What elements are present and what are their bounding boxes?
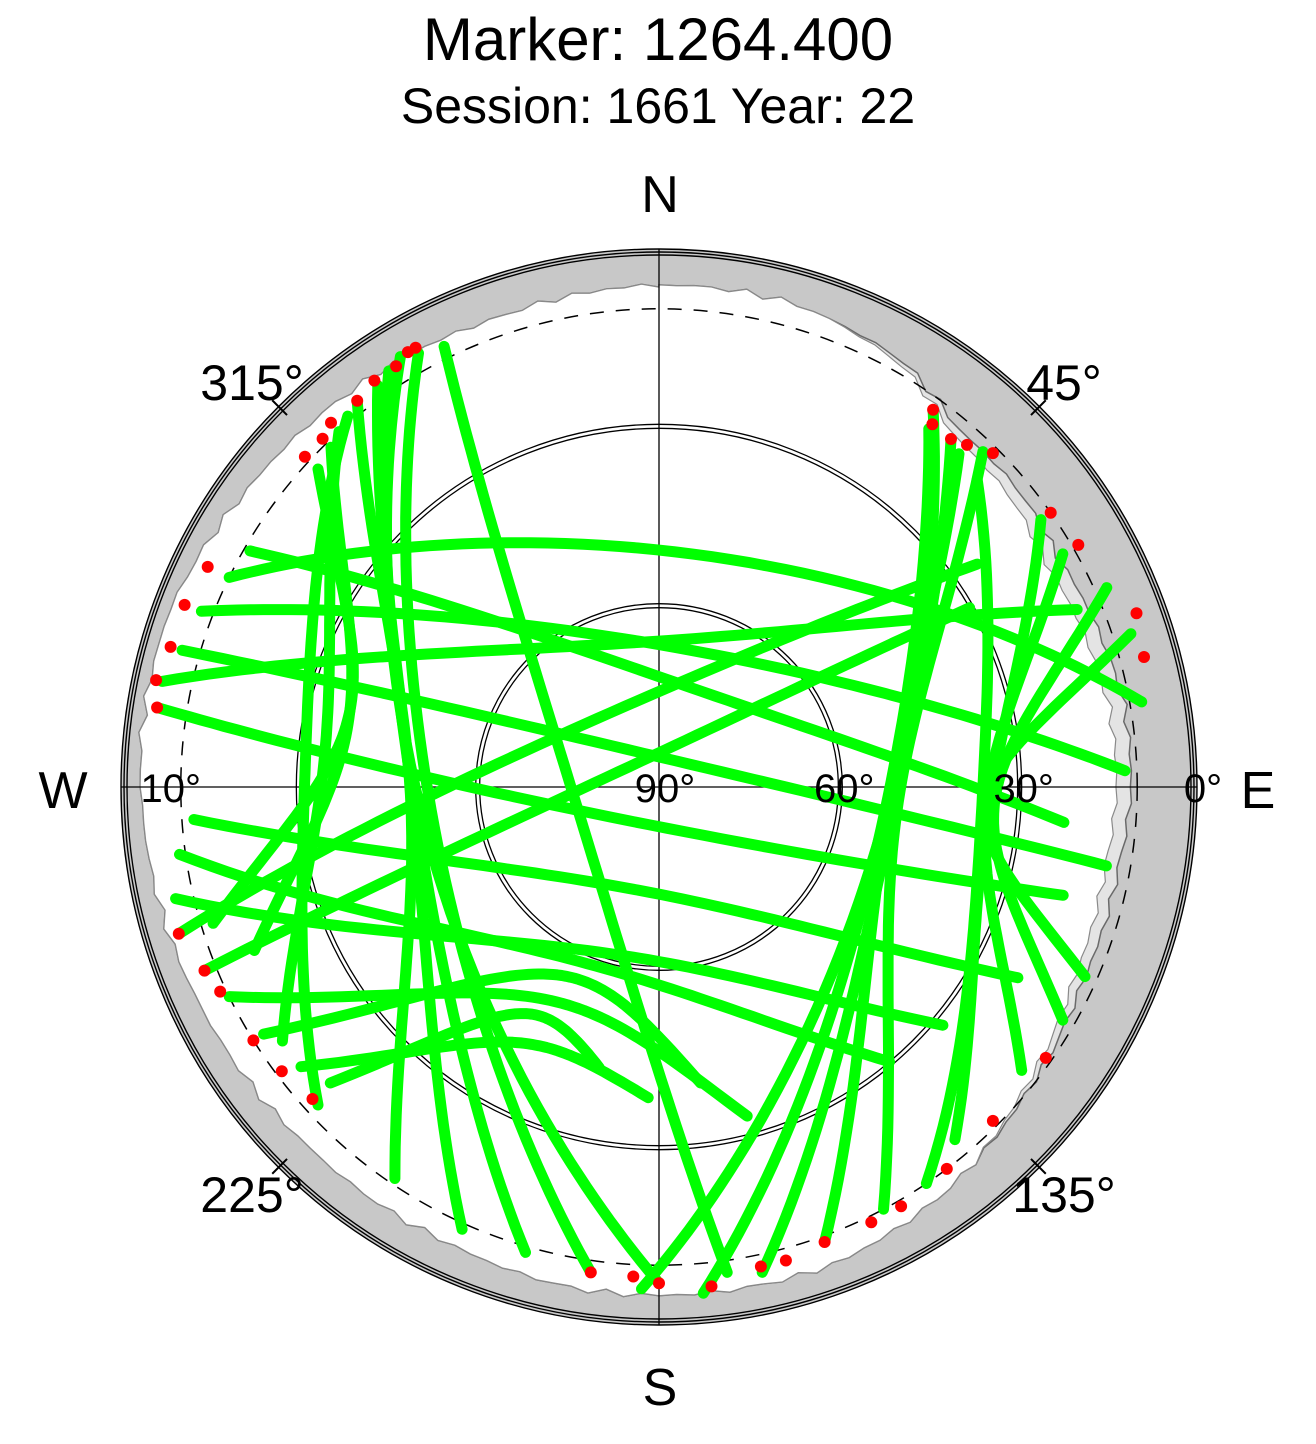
low-point-20	[150, 674, 163, 687]
track-24	[156, 604, 1083, 687]
chart-title: Marker: 1264.400	[423, 6, 893, 73]
track-11	[697, 423, 935, 1299]
track-4	[351, 395, 418, 1184]
low-point-28	[584, 1266, 597, 1279]
low-point-19	[164, 640, 177, 653]
low-point-6	[316, 432, 329, 445]
low-point-27	[306, 1093, 319, 1105]
low-point-3	[368, 374, 381, 387]
track-8	[207, 463, 359, 929]
low-point-15	[1130, 607, 1143, 620]
compass-west-label: W	[38, 762, 87, 820]
track-32	[174, 848, 895, 1068]
track-33	[170, 893, 949, 1031]
track-21	[195, 604, 1131, 777]
azimuth-tick-225	[271, 1158, 288, 1175]
low-point-38	[986, 1114, 999, 1127]
low-point-31	[705, 1280, 718, 1293]
low-point-30	[653, 1277, 665, 1290]
azimuth-label-135: 135°	[1012, 1167, 1115, 1223]
low-point-1	[401, 346, 414, 359]
low-point-5	[325, 416, 337, 429]
low-elevation-points	[150, 341, 1150, 1293]
chart-subtitle: Session: 1661 Year: 22	[401, 78, 915, 134]
track-34	[188, 814, 1024, 984]
azimuth-tick-45	[1030, 399, 1047, 416]
elevation-label-10: 10°	[141, 767, 202, 811]
low-point-11	[961, 438, 973, 451]
low-point-14	[1072, 538, 1085, 551]
low-point-17	[201, 560, 214, 573]
low-point-10	[945, 433, 957, 445]
azimuth-label-225: 225°	[200, 1167, 303, 1223]
low-point-39	[1039, 1051, 1052, 1064]
low-point-21	[151, 701, 164, 714]
track-27	[199, 602, 976, 977]
axis-labels: N S E W 45° 135° 225° 315° 90° 60° 30° 0° 10°	[38, 166, 1275, 1417]
track-28	[223, 987, 753, 1122]
low-point-8	[927, 403, 940, 416]
low-point-36	[895, 1200, 908, 1213]
elevation-label-90: 90°	[635, 767, 696, 811]
low-point-7	[298, 450, 311, 463]
elevation-label-60: 60°	[814, 767, 875, 811]
low-point-34	[818, 1236, 831, 1248]
track-29	[258, 968, 707, 1089]
low-point-32	[754, 1260, 767, 1273]
low-point-2	[390, 360, 403, 373]
compass-south-label: S	[643, 1359, 678, 1417]
elevation-label-30: 30°	[993, 767, 1054, 811]
azimuth-tick-135	[1030, 1158, 1047, 1175]
track-5	[296, 410, 354, 1111]
low-point-25	[247, 1034, 260, 1047]
track-18	[988, 582, 1113, 1026]
satellite-tracks	[151, 340, 1148, 1299]
low-point-26	[275, 1065, 288, 1078]
azimuth-label-45: 45°	[1026, 355, 1102, 411]
low-point-29	[627, 1270, 640, 1283]
low-point-37	[940, 1162, 953, 1175]
low-point-12	[986, 447, 999, 460]
compass-north-label: N	[641, 166, 679, 224]
low-point-4	[351, 394, 364, 407]
low-point-16	[1138, 651, 1150, 663]
low-point-13	[1044, 506, 1057, 519]
low-point-9	[926, 418, 939, 431]
track-31	[324, 1008, 605, 1089]
track-14	[878, 446, 989, 1215]
track-26	[173, 558, 983, 940]
low-point-22	[172, 927, 185, 940]
low-point-18	[178, 598, 191, 611]
low-point-35	[865, 1216, 878, 1229]
track-1	[400, 347, 597, 1278]
track-20	[223, 537, 1148, 708]
low-point-24	[214, 985, 227, 998]
low-point-33	[779, 1254, 792, 1267]
azimuth-label-315: 315°	[200, 355, 303, 411]
track-25	[151, 702, 1069, 901]
elevation-label-0: 0°	[1184, 767, 1222, 811]
low-point-23	[198, 964, 211, 977]
azimuth-tick-315	[271, 399, 288, 416]
compass-east-label: E	[1241, 762, 1276, 820]
track-13	[819, 448, 965, 1248]
